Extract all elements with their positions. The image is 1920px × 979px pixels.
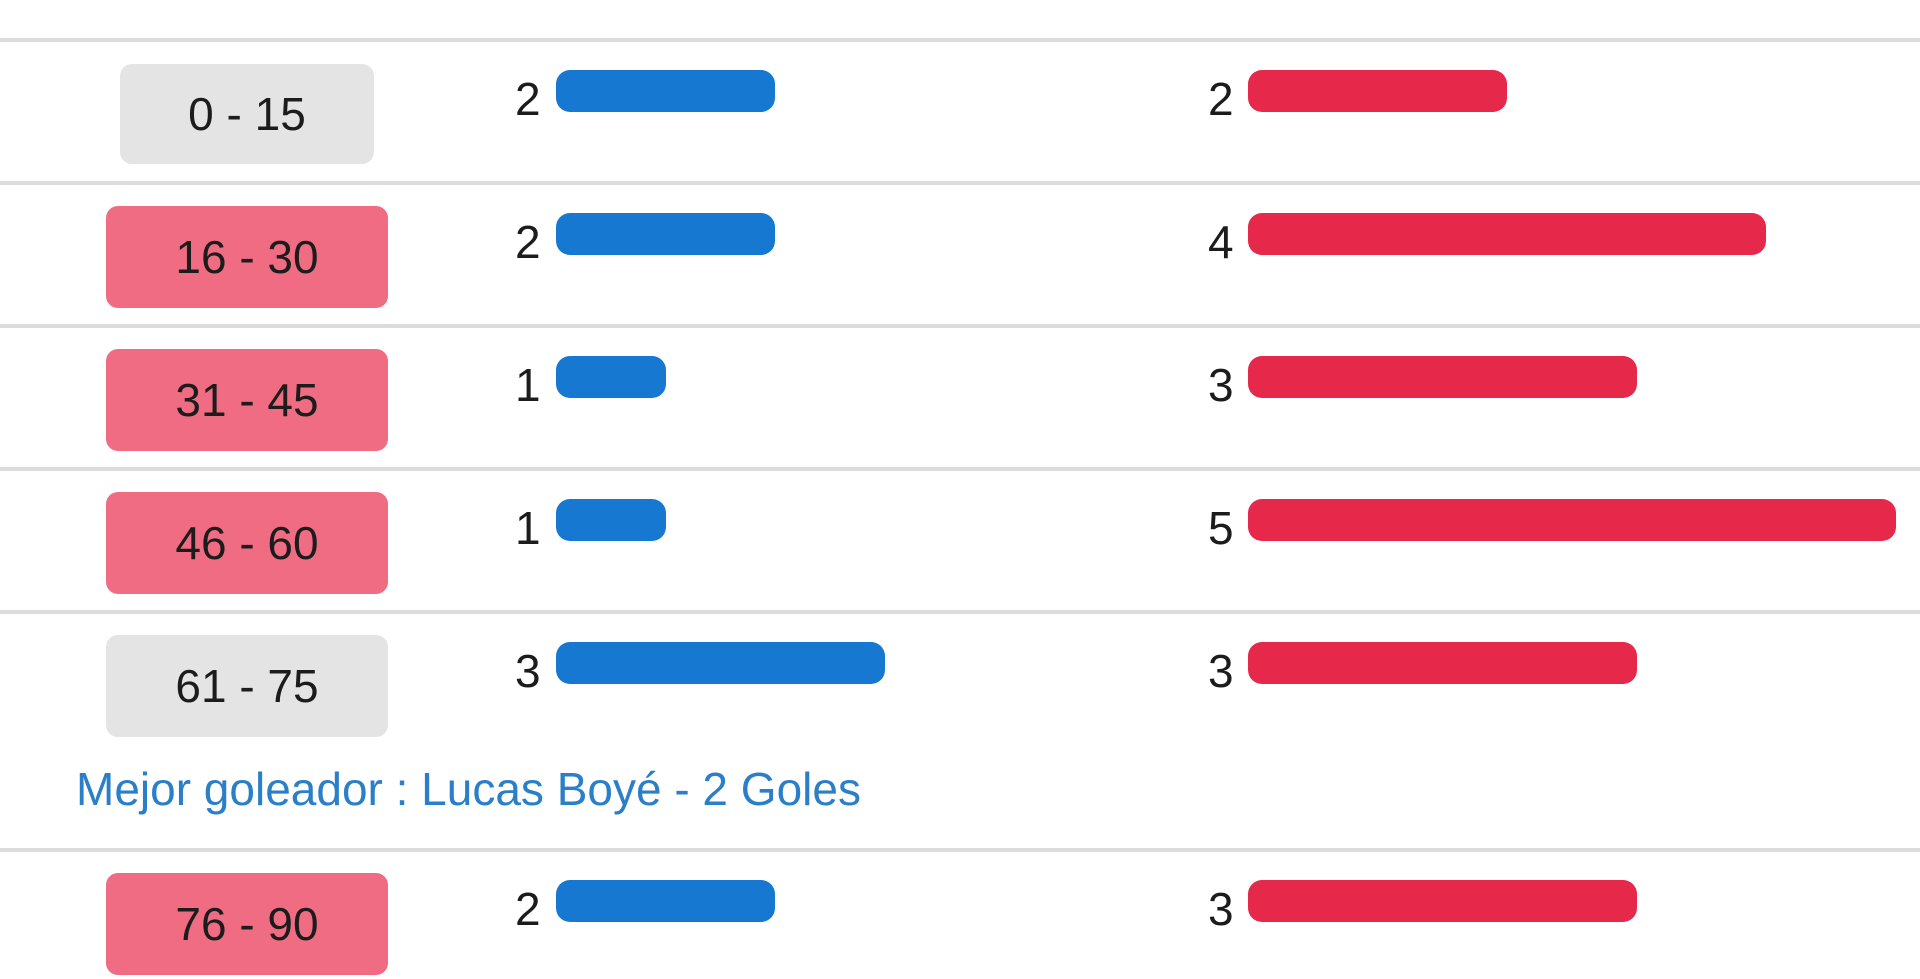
row-divider xyxy=(0,848,1920,852)
away-goal-count: 3 xyxy=(1208,883,1234,935)
away-goal-bar xyxy=(1248,213,1766,255)
interval-label: 76 - 90 xyxy=(106,872,388,975)
home-goal-bar xyxy=(556,880,775,922)
away-goal-bar xyxy=(1248,499,1896,541)
home-goal-count: 1 xyxy=(515,359,541,411)
home-goal-count: 3 xyxy=(515,645,541,697)
away-goal-count: 2 xyxy=(1208,73,1234,125)
row-divider xyxy=(0,324,1920,328)
away-goal-bar xyxy=(1248,642,1637,684)
home-goal-count: 2 xyxy=(515,73,541,125)
home-goal-bar xyxy=(556,356,666,398)
home-goal-count: 2 xyxy=(515,883,541,935)
home-goal-bar xyxy=(556,213,775,255)
row-divider xyxy=(0,610,1920,614)
away-goal-count: 4 xyxy=(1208,216,1234,268)
home-goal-bar xyxy=(556,499,666,541)
interval-label: 61 - 75 xyxy=(106,634,388,737)
home-goal-bar xyxy=(556,70,775,112)
row-divider xyxy=(0,467,1920,471)
away-goal-bar xyxy=(1248,70,1507,112)
away-goal-bar xyxy=(1248,356,1637,398)
away-goal-count: 3 xyxy=(1208,645,1234,697)
top-scorer-note: Mejor goleador : Lucas Boyé - 2 Goles xyxy=(76,763,861,815)
away-goal-count: 3 xyxy=(1208,359,1234,411)
home-goal-count: 1 xyxy=(515,502,541,554)
interval-label: 31 - 45 xyxy=(106,348,388,451)
interval-label: 0 - 15 xyxy=(120,63,374,164)
interval-label: 16 - 30 xyxy=(106,205,388,308)
away-goal-bar xyxy=(1248,880,1637,922)
row-divider xyxy=(0,38,1920,42)
away-goal-count: 5 xyxy=(1208,502,1234,554)
interval-label: 46 - 60 xyxy=(106,491,388,594)
home-goal-count: 2 xyxy=(515,216,541,268)
row-divider xyxy=(0,181,1920,185)
home-goal-bar xyxy=(556,642,885,684)
